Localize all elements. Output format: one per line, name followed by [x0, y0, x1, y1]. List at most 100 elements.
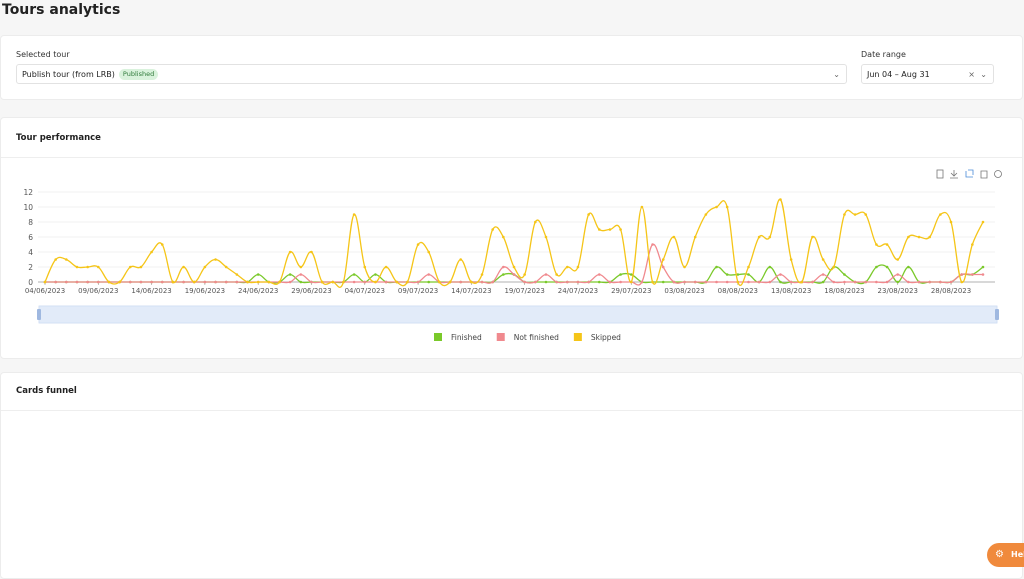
- slider-handle[interactable]: [37, 309, 41, 320]
- data-point: [757, 280, 761, 284]
- data-point: [715, 265, 718, 269]
- tool-icon[interactable]: [980, 170, 988, 179]
- data-point: [544, 235, 548, 239]
- data-point: [150, 250, 153, 254]
- data-point: [747, 265, 750, 269]
- legend-swatch: [434, 333, 442, 341]
- data-point: [885, 243, 889, 246]
- x-tick-label: 09/07/2023: [398, 287, 438, 295]
- data-point: [107, 280, 111, 284]
- y-tick-label: 8: [28, 218, 33, 227]
- data-point: [459, 280, 463, 284]
- data-point: [288, 280, 292, 284]
- date-select[interactable]: Jun 04 – Aug 31 × ⌄: [861, 64, 994, 84]
- data-point: [320, 280, 324, 284]
- x-tick-label: 24/07/2023: [558, 287, 598, 295]
- data-point: [203, 265, 207, 269]
- data-point: [768, 235, 772, 239]
- x-tick-label: 19/06/2023: [185, 287, 225, 295]
- data-point: [374, 273, 377, 276]
- data-point: [118, 280, 121, 284]
- data-point: [725, 273, 729, 276]
- data-point: [651, 243, 654, 246]
- data-point: [352, 280, 356, 284]
- y-tick-label: 4: [28, 248, 33, 257]
- data-point: [459, 258, 463, 261]
- data-point: [86, 280, 89, 284]
- data-point: [246, 280, 249, 284]
- data-point: [565, 280, 569, 284]
- data-point: [299, 280, 303, 284]
- data-point: [907, 280, 910, 284]
- data-point: [278, 280, 281, 284]
- data-point: [491, 280, 494, 284]
- data-point: [427, 280, 431, 284]
- data-point: [864, 213, 868, 216]
- data-point: [779, 273, 782, 276]
- data-point: [597, 273, 601, 276]
- data-point: [960, 280, 963, 284]
- data-point: [544, 280, 548, 284]
- data-point: [363, 265, 367, 269]
- data-point: [299, 273, 303, 276]
- y-tick-label: 6: [28, 233, 33, 242]
- data-point: [75, 280, 79, 284]
- data-point: [523, 280, 526, 284]
- data-point: [374, 280, 377, 284]
- funnel-card: Cards funnel: [0, 372, 1023, 579]
- data-point: [832, 280, 836, 284]
- help-icon: ⚙: [995, 549, 1004, 560]
- data-point: [534, 220, 537, 224]
- divider: [1, 157, 1022, 158]
- data-point: [150, 280, 153, 284]
- data-point: [651, 280, 654, 284]
- data-point: [256, 273, 260, 276]
- data-point: [619, 273, 622, 276]
- data-point: [768, 280, 772, 284]
- data-point: [832, 265, 836, 269]
- data-point: [65, 280, 68, 284]
- x-tick-label: 14/06/2023: [131, 287, 171, 295]
- data-point: [640, 280, 644, 284]
- clear-icon[interactable]: ×: [968, 70, 975, 79]
- tour-value: Publish tour (from LRB): [22, 70, 115, 79]
- data-point: [907, 235, 910, 239]
- tool-icon[interactable]: [936, 169, 944, 179]
- data-point: [971, 273, 974, 276]
- data-point: [693, 235, 697, 239]
- slider-handle[interactable]: [995, 309, 999, 320]
- data-point: [352, 273, 356, 276]
- y-tick-label: 10: [23, 203, 33, 212]
- data-point: [853, 280, 857, 284]
- data-point: [704, 280, 708, 284]
- data-point: [523, 273, 526, 276]
- data-point: [288, 250, 292, 254]
- x-tick-label: 14/07/2023: [451, 287, 491, 295]
- tour-select[interactable]: Publish tour (from LRB) Published ⌄: [16, 64, 847, 84]
- tool-icon[interactable]: [994, 170, 1002, 178]
- y-tick-label: 12: [23, 188, 33, 197]
- x-tick-label: 13/08/2023: [771, 287, 811, 295]
- data-point: [875, 265, 878, 269]
- slider-window: [39, 306, 997, 323]
- tool-icon[interactable]: [950, 170, 958, 179]
- data-point: [75, 265, 79, 269]
- data-point: [939, 213, 942, 216]
- data-point: [907, 265, 910, 269]
- data-point: [704, 213, 708, 216]
- data-point: [619, 280, 622, 284]
- data-point: [885, 280, 889, 284]
- data-point: [182, 280, 185, 284]
- x-tick-label: 08/08/2023: [718, 287, 758, 295]
- data-point: [576, 265, 580, 269]
- data-point: [203, 280, 207, 284]
- data-point: [715, 280, 718, 284]
- tour-label: Selected tour: [16, 50, 70, 59]
- date-label: Date range: [861, 50, 906, 59]
- tool-icon[interactable]: [965, 169, 974, 178]
- x-tick-label: 29/06/2023: [291, 287, 331, 295]
- data-point: [789, 258, 793, 261]
- data-point: [971, 243, 974, 246]
- help-button[interactable]: ⚙ Help: [987, 543, 1024, 567]
- data-point: [224, 280, 228, 284]
